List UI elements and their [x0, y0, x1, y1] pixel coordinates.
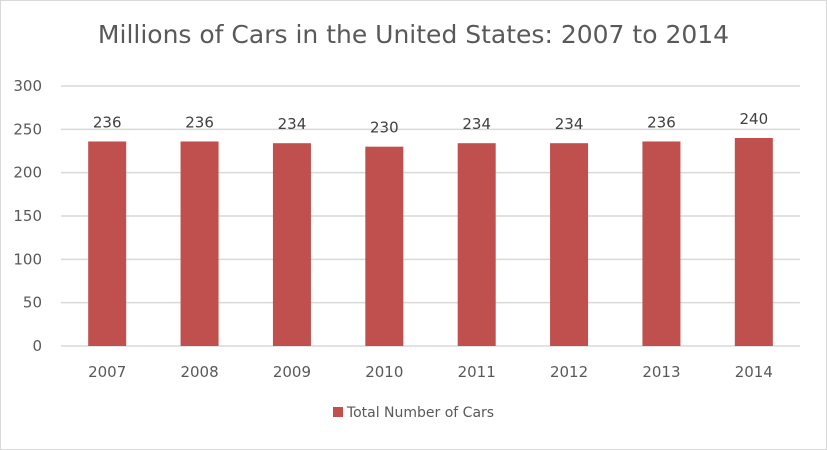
x-tick-label: 2008 — [180, 363, 218, 381]
bar — [734, 138, 773, 346]
bar — [88, 141, 127, 346]
x-tick-label: 2013 — [642, 363, 680, 381]
bar — [365, 146, 404, 346]
data-label: 236 — [185, 113, 214, 131]
data-label: 234 — [555, 115, 584, 133]
x-tick-label: 2012 — [550, 363, 588, 381]
y-tick-label: 250 — [13, 120, 42, 138]
data-label: 236 — [93, 113, 122, 131]
y-tick-label: 150 — [13, 207, 42, 225]
y-tick-label: 200 — [13, 164, 42, 182]
bar — [180, 141, 219, 346]
x-tick-label: 2014 — [735, 363, 773, 381]
legend: Total Number of Cars — [0, 405, 827, 421]
x-tick-label: 2010 — [365, 363, 403, 381]
bar — [457, 143, 496, 346]
chart-title: Millions of Cars in the United States: 2… — [97, 20, 730, 49]
data-label: 230 — [370, 119, 399, 137]
data-label: 234 — [462, 115, 491, 133]
y-tick-label: 100 — [13, 250, 42, 268]
x-tick-label: 2011 — [458, 363, 496, 381]
bar — [272, 143, 311, 346]
x-tick-label: 2007 — [88, 363, 126, 381]
data-label: 236 — [647, 113, 676, 131]
y-tick-label: 0 — [32, 337, 42, 355]
data-label: 240 — [739, 110, 768, 128]
bar — [550, 143, 589, 346]
bar — [642, 141, 681, 346]
y-tick-label: 300 — [13, 77, 42, 95]
x-tick-label: 2009 — [273, 363, 311, 381]
legend-swatch — [332, 407, 343, 417]
y-tick-label: 50 — [23, 294, 42, 312]
data-label: 234 — [278, 115, 307, 133]
legend-label: Total Number of Cars — [346, 405, 495, 421]
